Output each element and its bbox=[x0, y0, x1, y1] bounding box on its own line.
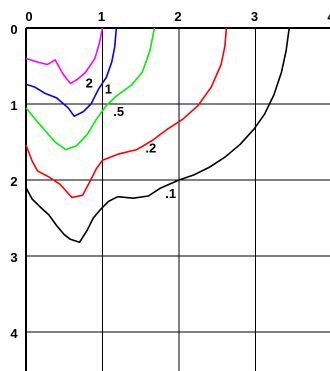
y-tick-label-3: 3 bbox=[10, 250, 17, 265]
x-tick-label-0: 0 bbox=[25, 9, 32, 24]
curve-label-0: 2 bbox=[86, 75, 93, 90]
curve-label-2: .5 bbox=[113, 104, 124, 119]
series-lines bbox=[25, 27, 290, 244]
x-tick-label-2: 2 bbox=[174, 9, 181, 24]
x-tick-label-3: 3 bbox=[251, 9, 258, 24]
y-tick-label-2: 2 bbox=[10, 174, 17, 189]
x-tick-label-1: 1 bbox=[98, 9, 105, 24]
grid bbox=[26, 28, 330, 371]
curve-label-4: .1 bbox=[165, 186, 176, 201]
curve-labels: 2 1.5 .2 .1 bbox=[86, 75, 176, 201]
y-tick-label-0: 0 bbox=[10, 22, 17, 37]
y-tick-label-1: 1 bbox=[10, 98, 17, 113]
series-line-1 bbox=[25, 27, 118, 117]
tick-labels: 0123401234 bbox=[10, 9, 330, 341]
curve-label-1: 1 bbox=[105, 81, 112, 96]
curve-label-3: .2 bbox=[145, 141, 156, 156]
x-tick-label-4: 4 bbox=[327, 9, 330, 24]
y-tick-label-4: 4 bbox=[10, 326, 18, 341]
series-line-4 bbox=[25, 27, 290, 244]
series-line-0 bbox=[25, 27, 104, 85]
series-line-3 bbox=[25, 27, 228, 199]
axes bbox=[25, 27, 330, 371]
series-line-2 bbox=[25, 27, 156, 151]
